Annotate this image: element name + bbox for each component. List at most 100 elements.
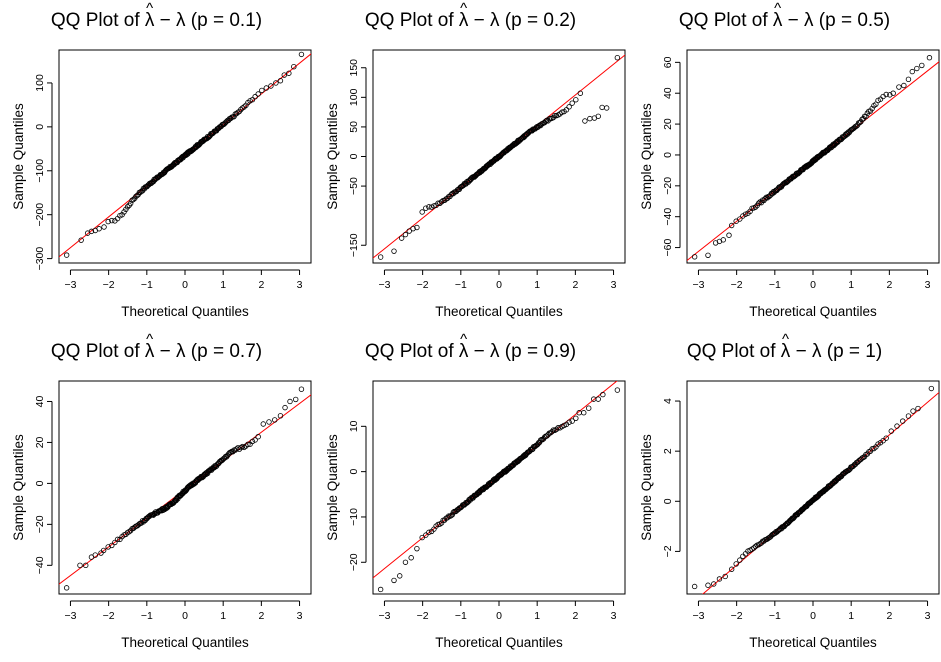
qq-point — [910, 408, 916, 414]
qq-point — [915, 405, 921, 412]
y-tick-label: 4 — [662, 398, 674, 404]
qq-point — [926, 55, 933, 61]
qq-point — [581, 410, 587, 416]
x-tick-label: 2 — [886, 610, 892, 622]
qq-point — [438, 520, 445, 526]
x-axis-label: Theoretical Quantiles — [121, 304, 249, 319]
qq-point — [109, 542, 115, 549]
qq-point — [751, 545, 757, 551]
qq-point — [402, 559, 409, 565]
x-tick-label: 1 — [534, 279, 540, 291]
qq-point — [755, 200, 762, 206]
qq-point — [377, 254, 384, 260]
qq-panel-6: QQ Plot of λ ^ − λ (p = 1) −3 −2 −1 0 1 2 3 −2 0 2 4… — [628, 331, 941, 662]
qq-point — [614, 54, 621, 61]
qq-point — [272, 417, 278, 423]
y-tick-label: −40 — [34, 556, 46, 574]
x-tick-label: 2 — [886, 279, 892, 291]
qq-point — [245, 441, 251, 448]
qq-point — [599, 104, 605, 111]
qq-panel-5: QQ Plot of λ ^ − λ (p = 0.9) −3 −2 −1 0 1 2 3 −20… — [314, 331, 627, 662]
qq-point — [139, 518, 146, 524]
x-axis-label: Theoretical Quantiles — [435, 304, 563, 319]
qq-point — [549, 429, 555, 435]
qq-point — [909, 68, 915, 75]
qq-point — [286, 70, 292, 76]
x-tick-label: −1 — [455, 610, 467, 622]
qq-plot-svg: −3 −2 −1 0 1 2 3 −40 −20 0 20 40 Theoretical Quantil… — [11, 380, 312, 650]
x-axis-label: Theoretical Quantiles — [749, 304, 877, 319]
y-axis-label: Sample Quantiles — [11, 103, 26, 210]
qq-point — [63, 252, 70, 258]
qq-point — [691, 583, 698, 590]
qq-point — [711, 581, 717, 587]
qq-point — [705, 252, 711, 258]
qq-point — [410, 225, 416, 232]
qq-point — [255, 91, 261, 97]
y-tick-label: 20 — [662, 118, 674, 130]
x-tick-label: 1 — [220, 610, 226, 622]
x-tick-label: −2 — [417, 279, 429, 291]
y-tick-label: 50 — [348, 121, 360, 133]
chart-title-prefix: QQ Plot of — [678, 10, 773, 31]
qq-points — [377, 387, 621, 593]
chart-title-prefix: QQ Plot of — [686, 341, 781, 362]
qq-point — [391, 577, 397, 584]
x-tick-label: 2 — [572, 610, 578, 622]
qq-point — [414, 224, 420, 231]
qq-point — [595, 396, 601, 402]
qq-point — [705, 582, 711, 588]
chart-title: QQ Plot of λ ^ − λ (p = 0.2) — [364, 0, 577, 31]
qq-point — [114, 536, 121, 543]
qq-points — [691, 55, 933, 260]
p-value-label: p = 0.5 — [825, 10, 884, 31]
qq-point — [423, 205, 429, 211]
qq-point — [437, 200, 443, 206]
x-tick-label: −1 — [769, 610, 781, 622]
qq-point — [426, 529, 432, 536]
qq-point — [722, 573, 728, 580]
x-tick-label: −2 — [103, 610, 115, 622]
y-tick-label: 150 — [348, 59, 360, 77]
qq-point — [277, 78, 284, 84]
qq-point — [241, 104, 247, 110]
qq-point — [438, 199, 445, 205]
x-axis-label: Theoretical Quantiles — [749, 635, 877, 650]
qq-point — [586, 405, 592, 411]
qq-point — [281, 72, 287, 78]
x-tick-label: 0 — [496, 279, 502, 291]
y-tick-label: −300 — [34, 247, 46, 271]
p-value-label: p = 1 — [833, 341, 876, 362]
qq-point — [391, 248, 397, 254]
qq-point — [728, 222, 735, 229]
qq-plot-svg: −3 −2 −1 0 1 2 3 −150 −50 0 50 100 150 Theoretical Qu… — [325, 49, 626, 319]
qq-point — [88, 228, 95, 235]
y-axis-label: Sample Quantiles — [325, 434, 340, 541]
y-tick-label: −200 — [34, 203, 46, 227]
y-tick-label: −100 — [34, 159, 46, 183]
y-tick-label: −40 — [662, 208, 674, 226]
y-tick-label: −20 — [662, 177, 674, 195]
x-tick-label: 1 — [848, 279, 854, 291]
qq-point — [890, 90, 896, 96]
qq-point — [720, 237, 726, 243]
y-tick-label: 0 — [34, 124, 46, 130]
chart-title: QQ Plot of λ ^ − λ (p = 0.1) — [50, 0, 263, 31]
qq-point — [282, 404, 288, 411]
x-tick-label: 0 — [182, 610, 188, 622]
qq-point — [298, 51, 305, 58]
qq-point — [83, 562, 89, 569]
y-tick-label: 60 — [662, 56, 674, 68]
qq-point — [377, 586, 384, 593]
qq-points — [63, 51, 305, 258]
y-tick-label: 0 — [348, 153, 360, 159]
p-value-label: p = 0.9 — [511, 341, 570, 362]
qq-point — [555, 425, 561, 431]
qq-point — [740, 213, 746, 219]
x-tick-label: 3 — [925, 279, 931, 291]
qq-point — [98, 550, 104, 556]
qq-point — [408, 555, 414, 561]
chart-title-prefix: QQ Plot of — [364, 341, 459, 362]
